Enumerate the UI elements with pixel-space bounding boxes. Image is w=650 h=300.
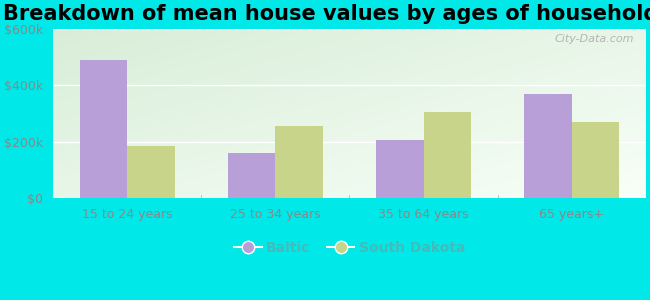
Bar [525, 94, 572, 198]
Bar [276, 126, 323, 198]
Bar [80, 60, 127, 198]
Legend: Baltic, South Dakota: Baltic, South Dakota [228, 236, 471, 261]
Title: Breakdown of mean house values by ages of householders: Breakdown of mean house values by ages o… [3, 4, 650, 24]
Bar [127, 146, 175, 198]
Text: City-Data.com: City-Data.com [554, 34, 634, 44]
Bar [228, 153, 276, 198]
Bar [424, 112, 471, 198]
Bar [572, 122, 619, 198]
Bar [376, 140, 424, 198]
